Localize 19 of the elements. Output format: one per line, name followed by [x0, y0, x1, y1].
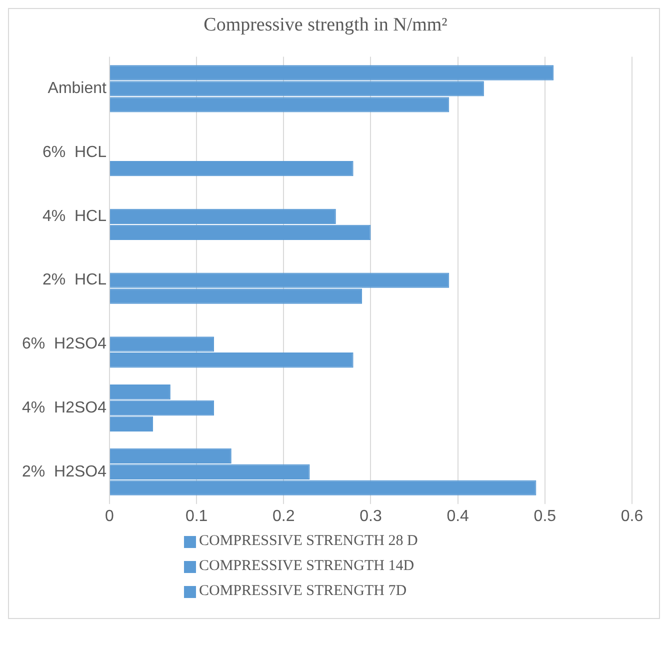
- x-tick-label: 0.5: [534, 508, 556, 525]
- y-tick-label: 6% HCL: [42, 144, 107, 161]
- x-tick-label: 0.4: [446, 508, 470, 525]
- y-tick-label: 4% H2SO4: [22, 399, 107, 416]
- legend-label: COMPRESSIVE STRENGTH 28 D: [199, 533, 418, 550]
- x-tick-label: 0.3: [360, 508, 382, 525]
- legend-label: COMPRESSIVE STRENGTH 7D: [199, 583, 407, 600]
- x-tick-label: 0: [105, 508, 114, 525]
- y-tick-label: 6% H2SO4: [22, 336, 107, 353]
- x-tick-label: 0.6: [620, 508, 644, 525]
- y-tick-label: 2% HCL: [42, 272, 107, 289]
- bar: [110, 160, 354, 176]
- x-tick-label: 0.1: [185, 508, 208, 525]
- chart-title: Compressive strength in N/mm²: [204, 14, 448, 36]
- y-tick-label: 2% H2SO4: [22, 463, 107, 480]
- legend-label: COMPRESSIVE STRENGTH 14D: [199, 558, 414, 575]
- y-tick-label: 4% HCL: [42, 208, 107, 225]
- y-tick-label: Ambient: [48, 80, 108, 98]
- x-tick-label: 0.2: [272, 508, 295, 525]
